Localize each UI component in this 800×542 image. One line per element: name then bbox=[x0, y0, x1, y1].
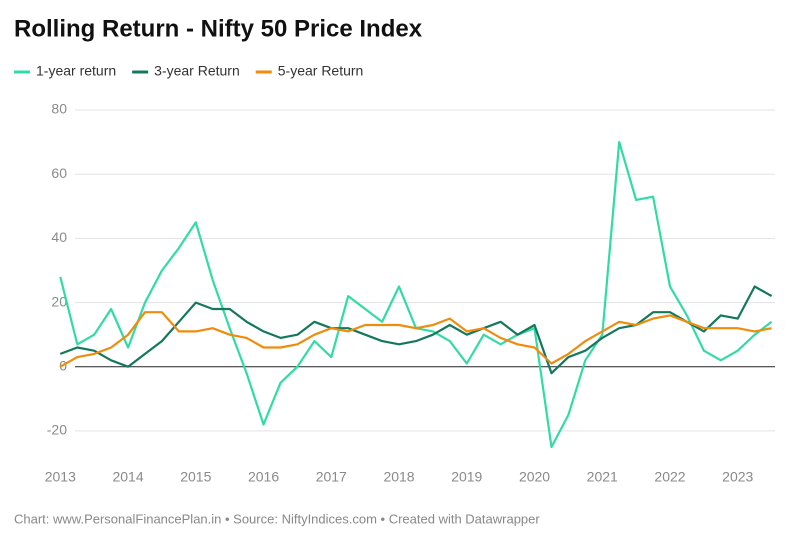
x-tick-label: 2023 bbox=[722, 469, 753, 485]
x-tick-label: 2013 bbox=[45, 469, 76, 485]
chart-footer: Chart: www.PersonalFinancePlan.in • Sour… bbox=[14, 511, 540, 526]
y-tick-label: 60 bbox=[51, 165, 67, 181]
x-tick-label: 2015 bbox=[180, 469, 211, 485]
y-tick-label: -20 bbox=[47, 422, 67, 438]
y-tick-label: 80 bbox=[51, 101, 67, 117]
x-tick-label: 2022 bbox=[654, 469, 685, 485]
x-tick-label: 2021 bbox=[587, 469, 618, 485]
x-tick-label: 2018 bbox=[383, 469, 414, 485]
x-tick-label: 2019 bbox=[451, 469, 482, 485]
chart-title: Rolling Return - Nifty 50 Price Index bbox=[14, 15, 423, 42]
x-tick-label: 2014 bbox=[112, 469, 143, 485]
series-line bbox=[59, 285, 773, 375]
x-tick-label: 2020 bbox=[519, 469, 550, 485]
y-tick-label: 20 bbox=[51, 293, 67, 309]
y-tick-label: 40 bbox=[51, 229, 67, 245]
x-tick-label: 2016 bbox=[248, 469, 279, 485]
series-line bbox=[59, 141, 773, 449]
x-tick-label: 2017 bbox=[316, 469, 347, 485]
series-line bbox=[59, 311, 772, 368]
legend-label: 3-year Return bbox=[154, 63, 240, 79]
legend-label: 5-year Return bbox=[278, 63, 364, 79]
legend-label: 1-year return bbox=[36, 63, 116, 79]
